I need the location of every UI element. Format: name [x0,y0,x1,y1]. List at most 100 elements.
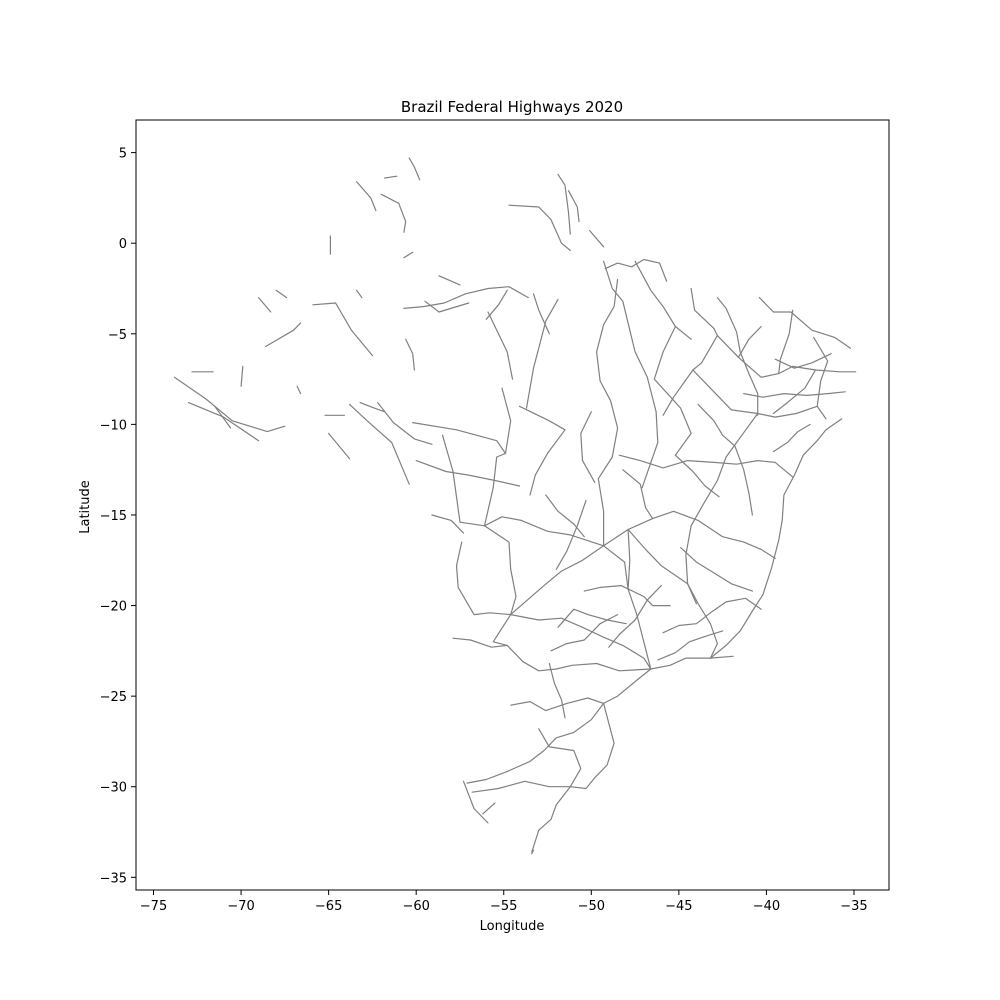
highway-segment [529,429,566,496]
highway-segment [359,402,386,413]
highway-segment [377,402,433,445]
highway-segment [349,403,410,485]
highway-segment [441,434,486,527]
highway-segment [674,454,720,498]
x-tick-label: −55 [490,899,517,914]
highway-segment [662,335,719,416]
highway-segment [627,510,776,560]
highway-segment [483,387,512,527]
highway-segment [531,849,535,855]
x-tick-label: −75 [140,899,167,914]
y-tick-label: −15 [100,509,127,524]
highway-segment [214,405,232,429]
x-axis-label: Longitude [480,919,545,934]
highway-segment [466,702,605,784]
highway-segment [679,546,754,592]
y-tick-label: −25 [100,690,127,705]
highway-segment [438,275,461,286]
highway-segment [510,697,605,712]
highway-segment [356,289,363,299]
highway-segment [532,293,550,335]
highway-segment [758,297,852,349]
highway-segment [258,297,272,313]
highway-segment [356,181,377,212]
highway-segment [774,353,832,369]
highway-segment [657,630,724,661]
highway-segment [772,423,811,453]
highway-segment [580,411,596,483]
highway-segment [380,193,407,233]
highway-segment [275,289,288,299]
highway-segment [455,541,512,616]
highway-segment [522,661,652,672]
plot-frame [135,119,890,891]
highway-segment [569,702,615,790]
highway-segment [485,289,508,320]
y-tick-label: −5 [108,328,127,343]
highway-segment [173,376,286,433]
highway-segment [737,325,762,358]
highway-segment [538,728,582,788]
chart-title: Brazil Federal Highways 2020 [401,98,623,116]
highway-segment [403,286,529,309]
highway-segment [588,229,605,248]
x-tick-label: −45 [665,899,692,914]
highway-segment [813,336,829,420]
highway-segment [602,668,652,705]
highway-segment [618,454,794,478]
highway-segment [604,258,668,282]
x-tick-label: −40 [753,899,780,914]
highway-segment [778,309,794,375]
highway-segment [187,402,260,442]
highway-segment [650,655,734,670]
highway-network [173,157,857,855]
highway-segment [716,297,759,416]
highway-segment [452,637,508,648]
x-tick-label: −60 [402,899,429,914]
highway-segment [415,460,521,487]
y-tick-label: −35 [100,871,127,886]
x-tick-label: −35 [840,899,867,914]
highway-segment [405,338,415,371]
highway-segment [483,516,605,547]
highway-segment [690,287,857,378]
highway-segment [709,418,843,659]
highway-segment [384,175,398,179]
highway-segment [525,298,559,409]
highway-segment [265,322,302,348]
highway-segment [627,528,652,670]
highway-segment [296,385,302,395]
highway-segment [508,204,571,251]
highway-segment [583,584,671,607]
x-axis-ticks: −75 −70 −65 −60 −55 −50 −45 −40 −35 [140,890,868,914]
highway-segment [482,802,496,815]
y-tick-label: 0 [119,237,127,252]
highway-segment [240,365,244,387]
highway-segment [312,302,373,357]
x-tick-label: −70 [227,899,254,914]
highway-segment [550,613,619,652]
y-axis-ticks: 5 0 −5 −10 −15 −20 −25 −30 −35 [100,147,136,886]
highway-segment [555,499,587,570]
highway-segment [557,173,571,235]
highway-segment [545,494,585,538]
highway-segment [608,584,662,648]
highway-segment [483,525,524,663]
y-tick-label: −30 [100,781,127,796]
y-tick-label: −10 [100,418,127,433]
y-tick-label: −20 [100,600,127,615]
highway-segment [408,157,421,181]
highway-segment [531,786,571,853]
highway-segment [557,608,627,628]
highway-segment [743,391,846,398]
y-tick-label: 5 [119,147,127,162]
highway-segment [431,514,465,534]
highway-segment [692,369,759,415]
x-tick-label: −65 [315,899,342,914]
highway-segment [462,780,489,824]
highway-segment [634,260,692,340]
highway-segment [697,403,754,516]
highway-segment [328,432,351,460]
x-tick-label: −50 [578,899,605,914]
